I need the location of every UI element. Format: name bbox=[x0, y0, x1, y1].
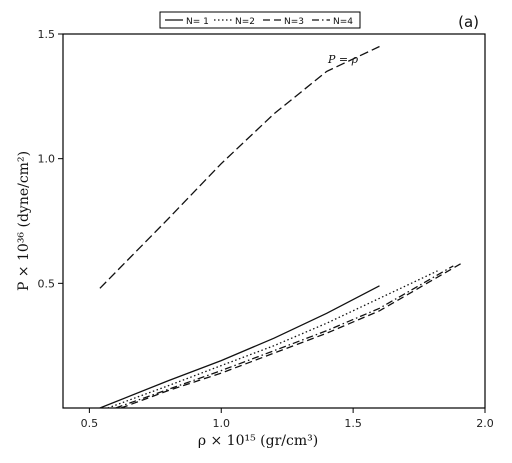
x-tick-label: 0.5 bbox=[81, 417, 99, 430]
x-tick-label: 2.0 bbox=[476, 417, 494, 430]
x-tick-label: 1.0 bbox=[213, 417, 231, 430]
series-line-4 bbox=[115, 265, 454, 409]
legend: N= 1 N=2 N=3 N=4 bbox=[159, 11, 361, 29]
series-line-2 bbox=[107, 270, 438, 409]
legend-box bbox=[159, 11, 361, 29]
series-line-3 bbox=[120, 262, 462, 409]
y-tick-label: 1.5 bbox=[38, 28, 56, 41]
y-tick-label: 1.0 bbox=[38, 153, 56, 166]
series-layer bbox=[99, 45, 462, 409]
legend-label: N=3 bbox=[284, 17, 304, 27]
series-line-1 bbox=[99, 285, 380, 409]
legend-label: N=2 bbox=[235, 17, 255, 27]
legend-label: N=4 bbox=[333, 17, 353, 27]
x-axis-label: ρ × 10¹⁵ (gr/cm³) bbox=[198, 433, 318, 449]
y-tick-label: 0.5 bbox=[38, 277, 56, 290]
series-line-5 bbox=[99, 45, 380, 289]
annotation-p-equals-rho: P = ρ bbox=[327, 53, 359, 66]
panel-label: (a) bbox=[458, 13, 479, 31]
x-tick-label: 1.5 bbox=[344, 417, 362, 430]
legend-label: N= 1 bbox=[186, 17, 209, 27]
axis-ticks: 0.5 1.0 1.5 2.0 0.5 1.0 1.5 bbox=[38, 28, 494, 430]
plot-frame bbox=[62, 33, 486, 409]
y-axis-label: P × 10³⁶ (dyne/cm²) bbox=[16, 151, 32, 291]
